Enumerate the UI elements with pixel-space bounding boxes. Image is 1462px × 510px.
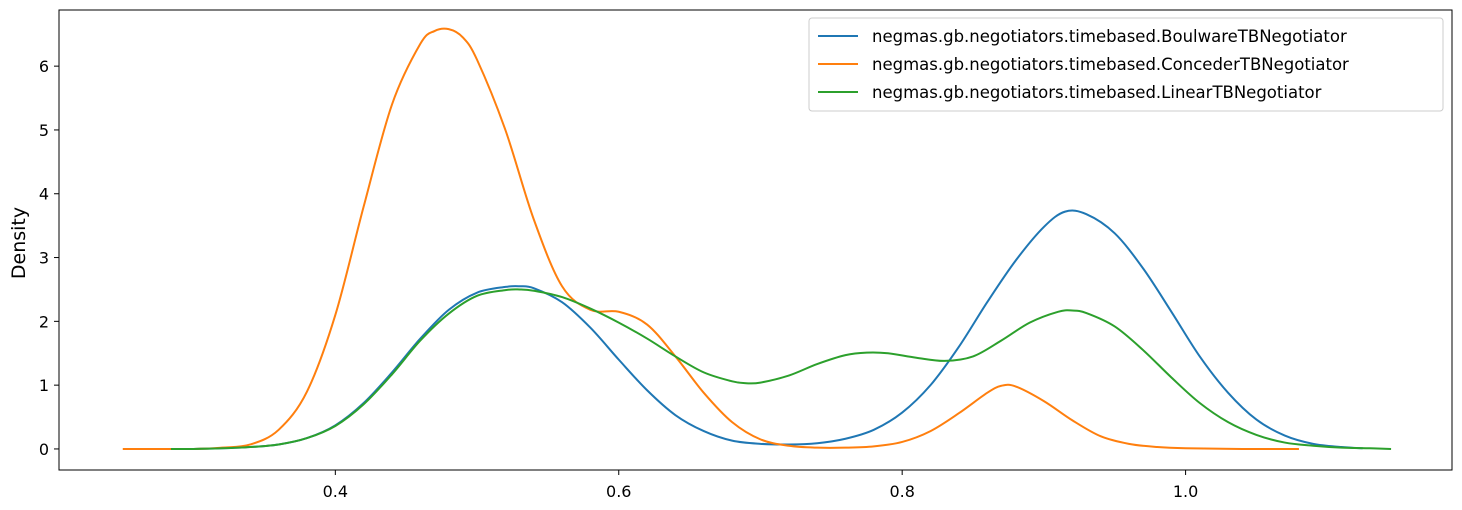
y-tick-label: 1 bbox=[39, 376, 49, 395]
plot-lines bbox=[122, 27, 1392, 451]
y-tick-label: 5 bbox=[39, 121, 49, 140]
x-tick-label: 1.0 bbox=[1173, 482, 1198, 501]
series-line-3 bbox=[170, 288, 1392, 450]
plot-area-frame bbox=[58, 9, 1453, 471]
y-axis-label: Density bbox=[8, 207, 30, 279]
x-tick-label: 0.8 bbox=[889, 482, 914, 501]
y-tick-label: 4 bbox=[39, 185, 49, 204]
y-tick-label: 3 bbox=[39, 249, 49, 268]
series-line-1 bbox=[170, 209, 1363, 450]
y-tick-label: 0 bbox=[39, 440, 49, 459]
x-tick-label: 0.4 bbox=[323, 482, 348, 501]
x-axis: 0.4 0.6 0.8 1.0 bbox=[323, 470, 1198, 501]
legend: negmas.gb.negotiators.timebased.Boulware… bbox=[808, 17, 1444, 112]
legend-label-1: negmas.gb.negotiators.timebased.Boulware… bbox=[872, 27, 1347, 46]
legend-label-2: negmas.gb.negotiators.timebased.Conceder… bbox=[872, 55, 1349, 74]
legend-frame bbox=[808, 17, 1444, 112]
y-tick-label: 6 bbox=[39, 57, 49, 76]
series-line-2 bbox=[122, 27, 1299, 451]
legend-label-3: negmas.gb.negotiators.timebased.LinearTB… bbox=[872, 83, 1322, 102]
y-tick-label: 2 bbox=[39, 312, 49, 331]
x-tick-label: 0.6 bbox=[606, 482, 631, 501]
y-axis: 0 1 2 3 4 5 6 bbox=[39, 57, 59, 459]
